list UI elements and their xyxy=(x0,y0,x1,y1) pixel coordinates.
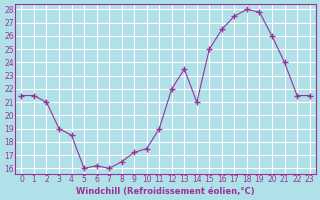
X-axis label: Windchill (Refroidissement éolien,°C): Windchill (Refroidissement éolien,°C) xyxy=(76,187,255,196)
